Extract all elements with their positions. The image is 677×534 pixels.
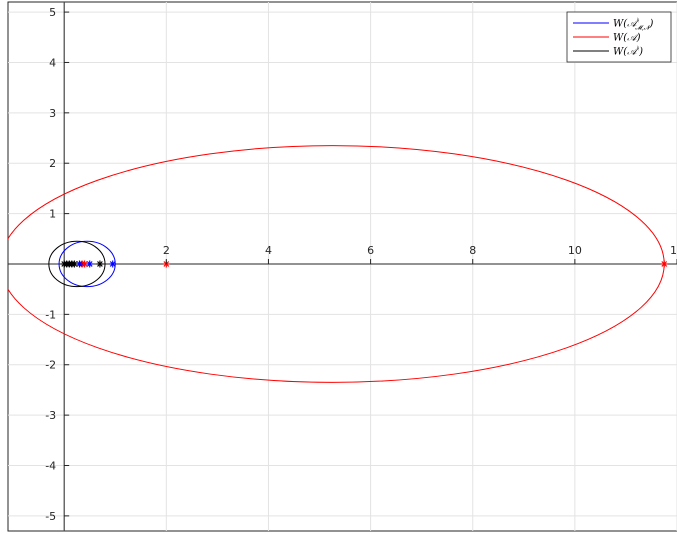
eigenvalue-marker (70, 260, 78, 268)
legend: W(𝒜♮ 𝓜,𝓝)W(𝒜)W(𝒜♮) (566, 11, 672, 63)
y-tick-label: -2 (45, 359, 56, 372)
eigenvalue-markers (60, 260, 668, 268)
numerical-range-curve (48, 240, 106, 288)
y-tick-label: -1 (45, 308, 56, 321)
y-tick-label: 5 (49, 6, 56, 19)
axes-box (7, 1, 677, 532)
x-tick-label: 8 (469, 244, 476, 257)
eigenvalue-marker (86, 260, 94, 268)
x-tick-label: 6 (367, 244, 374, 257)
y-tick-label: 3 (49, 107, 56, 120)
y-tick-label: 4 (49, 56, 56, 69)
y-tick-label: 1 (49, 208, 56, 221)
x-tick-label: 10 (568, 244, 582, 257)
grid-lines (8, 2, 677, 531)
legend-items: W(𝒜♮ 𝓜,𝓝)W(𝒜)W(𝒜♮) (573, 17, 654, 58)
x-tick-label: 12 (670, 244, 677, 257)
eigenvalue-marker (75, 260, 83, 268)
y-tick-label: 2 (49, 157, 56, 170)
y-tick-label: -4 (45, 460, 56, 473)
x-tick-label: 4 (265, 244, 272, 257)
y-tick-label: -3 (45, 409, 56, 422)
eigenvalue-marker (660, 260, 668, 268)
legend-label: W(𝒜♮ 𝓜,𝓝) (613, 17, 654, 32)
legend-label: W(𝒜) (613, 33, 641, 44)
legend-label: W(𝒜♮) (613, 45, 643, 58)
eigenvalue-marker (96, 260, 104, 268)
eigenvalue-marker (109, 260, 117, 268)
x-tick-label: 2 (163, 244, 170, 257)
y-tick-label: -5 (45, 510, 56, 523)
legend-box (566, 11, 672, 63)
